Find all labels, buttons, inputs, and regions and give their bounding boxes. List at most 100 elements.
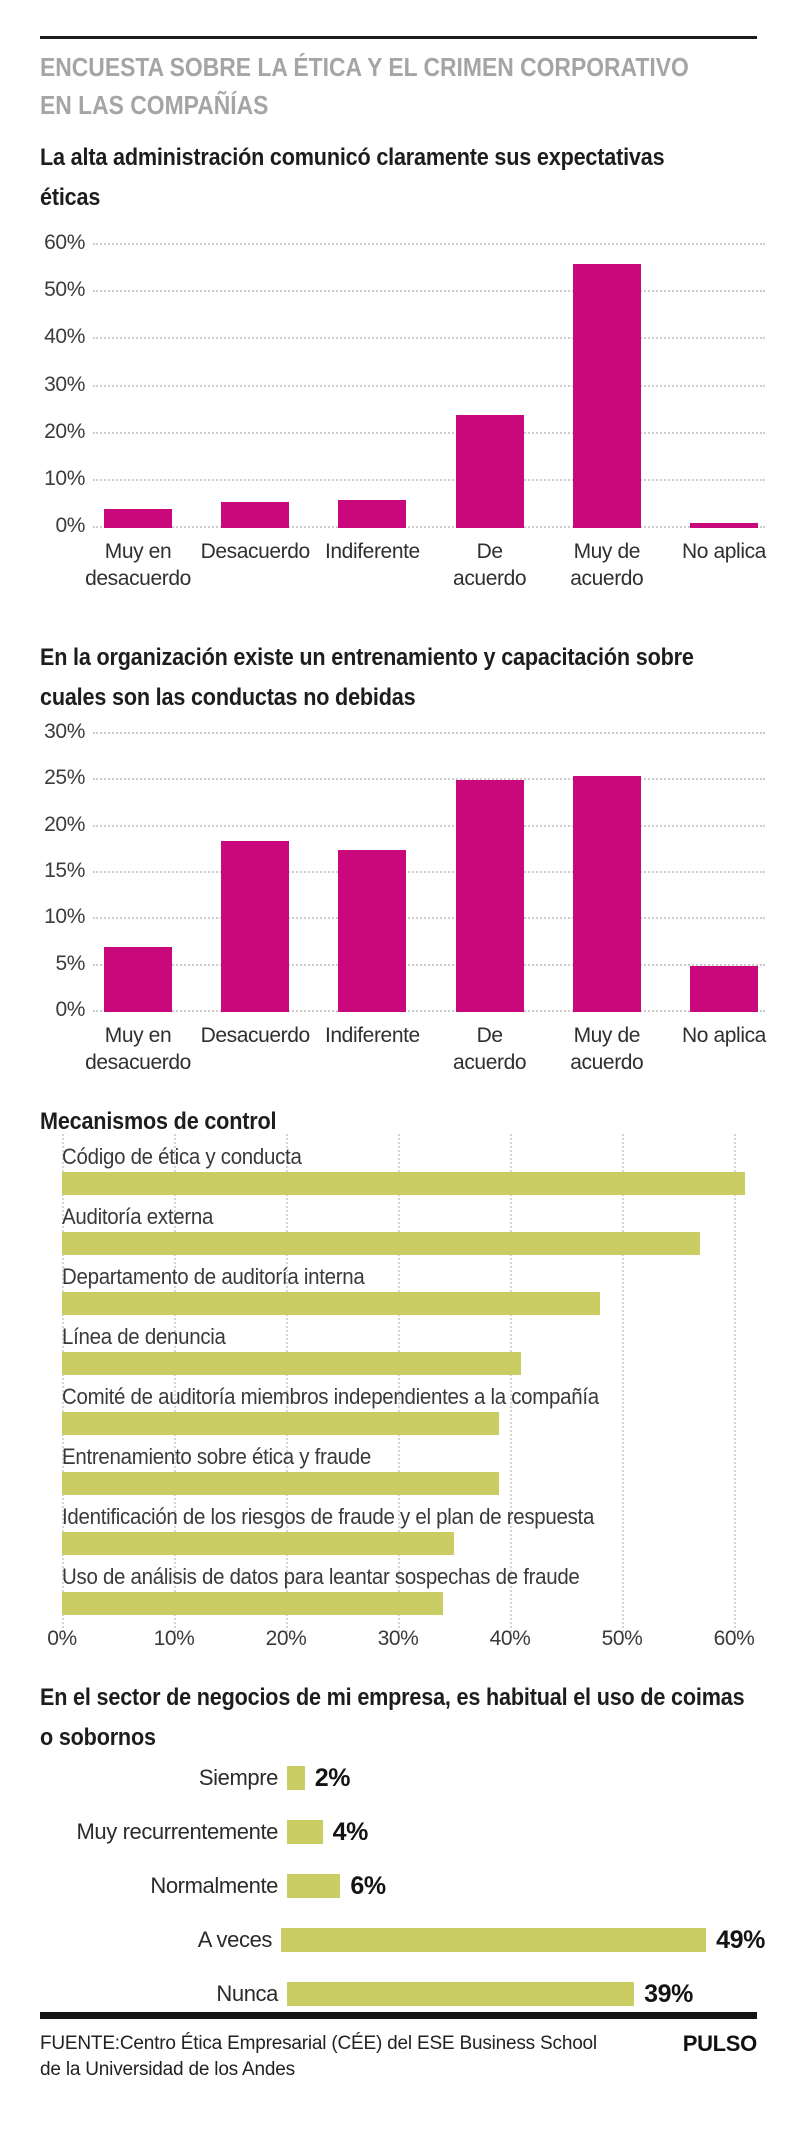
category-label-line: De xyxy=(476,540,503,563)
gridline-0 xyxy=(62,1134,64,1632)
y-tick-label: 20% xyxy=(44,812,85,836)
gridline-60 xyxy=(93,243,765,245)
category-label-line: desacuerdo xyxy=(85,1051,191,1074)
bar-label: Comité de auditoría miembros independien… xyxy=(62,1384,599,1409)
category-label-line: No aplica xyxy=(682,540,766,563)
list-item-a-veces: A veces 49% xyxy=(40,1926,766,1954)
value-label: 4% xyxy=(332,1817,369,1846)
row-label: Normalmente xyxy=(150,1873,278,1898)
infographic: ENCUESTA SOBRE LA ÉTICA Y EL CRIMEN CORP… xyxy=(0,36,800,2083)
footer-rule xyxy=(40,2012,757,2019)
chart2-title-line1: En la organización existe un entrenamien… xyxy=(40,644,694,671)
gridline-0 xyxy=(93,1010,765,1012)
source-credit: FUENTE:Centro Ética Empresarial (CÉE) de… xyxy=(40,2031,597,2083)
bar-label: Identificación de los riesgos de fraude … xyxy=(62,1504,595,1529)
gridline-30 xyxy=(93,384,765,387)
y-tick-label: 30% xyxy=(44,372,85,396)
y-tick-label: 50% xyxy=(44,278,85,302)
bar-indiferente xyxy=(338,499,407,528)
gridline-30 xyxy=(93,732,765,734)
x-tick-label: 40% xyxy=(489,1627,531,1650)
gridline-15 xyxy=(93,871,765,873)
category-label: No aplica xyxy=(666,538,782,565)
category-label-line: Desacuerdo xyxy=(200,540,311,563)
x-tick-label: 50% xyxy=(601,1627,643,1650)
category-label-line: acuerdo xyxy=(453,567,527,590)
category-label: Muy de acuerdo xyxy=(549,538,665,592)
gridline-5 xyxy=(93,963,765,966)
bar-0 xyxy=(62,1172,746,1195)
list-item-nunca: Nunca 39% xyxy=(40,1980,765,2008)
category-label-line: De xyxy=(476,1024,503,1047)
bar-desacuerdo xyxy=(221,502,290,528)
bar-desacuerdo xyxy=(221,840,290,1012)
y-tick-label: 0% xyxy=(55,998,85,1021)
bar-3 xyxy=(281,1928,707,1952)
list-item-siempre: Siempre 2% xyxy=(40,1764,765,1792)
chart2-title: En la organización existe un entrenamien… xyxy=(40,638,765,718)
row-label: Siempre xyxy=(198,1765,279,1790)
category-label: De acuerdo xyxy=(432,538,548,592)
category-label: Muy en desacuerdo xyxy=(80,1022,196,1076)
bar-muy-en-desacuerdo xyxy=(104,509,172,528)
bar-5 xyxy=(62,1472,499,1495)
gridline-30 xyxy=(398,1134,400,1632)
page-title-line1: ENCUESTA SOBRE LA ÉTICA Y EL CRIMEN CORP… xyxy=(40,52,689,82)
bar-de-acuerdo xyxy=(455,780,524,1012)
gridline-50 xyxy=(93,290,765,293)
category-label-line: Muy en xyxy=(104,540,172,563)
gridline-10 xyxy=(174,1134,176,1632)
gridline-0 xyxy=(93,526,765,528)
y-tick-label: 25% xyxy=(44,766,85,790)
chart2-title-line2: cuales son las conductas no debidas xyxy=(40,684,416,711)
y-tick-label: 60% xyxy=(44,231,85,254)
category-label: Desacuerdo xyxy=(197,1022,313,1049)
chart-expectativas-eticas: 0% 10% 20% 30% 40% 50% 60% Muy en desacuerdo Desa… xyxy=(40,218,766,602)
y-tick-label: 20% xyxy=(44,419,85,443)
chart4-title-line2: o sobornos xyxy=(40,1724,156,1751)
bar-label: Línea de denuncia xyxy=(62,1324,226,1349)
bar-0 xyxy=(287,1766,305,1790)
x-tick-label: 60% xyxy=(713,1627,755,1650)
x-tick-label: 20% xyxy=(265,1627,307,1650)
category-label-line: Desacuerdo xyxy=(200,1024,311,1047)
category-label: Indiferente xyxy=(314,538,430,565)
bar-2 xyxy=(62,1292,600,1315)
bar-6 xyxy=(62,1532,454,1555)
x-tick-label: 0% xyxy=(47,1627,77,1650)
row-label: Muy recurrentemente xyxy=(76,1819,279,1844)
bar-muy-de-acuerdo xyxy=(572,263,641,528)
category-label-line: desacuerdo xyxy=(85,567,191,590)
category-label: Muy de acuerdo xyxy=(549,1022,665,1076)
category-label-line: No aplica xyxy=(682,1024,766,1047)
footer: FUENTE:Centro Ética Empresarial (CÉE) de… xyxy=(40,2031,757,2083)
gridline-10 xyxy=(93,917,765,920)
source-line2: de la Universidad de los Andes xyxy=(40,2059,295,2080)
category-label-line: Indiferente xyxy=(324,1024,420,1047)
bar-4 xyxy=(62,1412,499,1435)
category-label: De acuerdo xyxy=(432,1022,548,1076)
chart-entrenamiento: 0% 5% 10% 15% 20% 25% 30% Muy en desacuerdo Desac… xyxy=(40,718,766,1086)
category-label-line: Muy en xyxy=(104,1024,172,1047)
bar-indiferente xyxy=(338,849,407,1012)
bar-2 xyxy=(287,1874,341,1898)
gridline-25 xyxy=(93,778,765,781)
chart1-title-line1: La alta administración comunicó claramen… xyxy=(40,144,665,171)
bar-no-aplica xyxy=(690,965,758,1012)
category-label-line: Indiferente xyxy=(324,540,420,563)
gridline-40 xyxy=(510,1134,512,1632)
y-tick-label: 40% xyxy=(44,325,85,349)
brand-logo: PULSO xyxy=(682,2031,758,2056)
gridline-60 xyxy=(734,1134,736,1632)
gridline-40 xyxy=(93,337,765,340)
category-label-line: acuerdo xyxy=(570,567,644,590)
category-label-line: acuerdo xyxy=(453,1051,527,1074)
bar-rows: Código de ética y conducta Auditoría exte… xyxy=(62,1142,765,1615)
bar-label: Código de ética y conducta xyxy=(62,1144,302,1169)
chart-coimas-sobornos: Siempre 2% Muy recurrentemente 4% Normalment… xyxy=(40,1764,766,2008)
bar-label: Entrenamiento sobre ética y fraude xyxy=(62,1444,371,1469)
gridline-20 xyxy=(93,824,765,827)
bar-label: Auditoría externa xyxy=(62,1204,214,1229)
chart3-title-line1: Mecanismos de control xyxy=(40,1108,277,1135)
bar-muy-de-acuerdo xyxy=(572,775,641,1012)
